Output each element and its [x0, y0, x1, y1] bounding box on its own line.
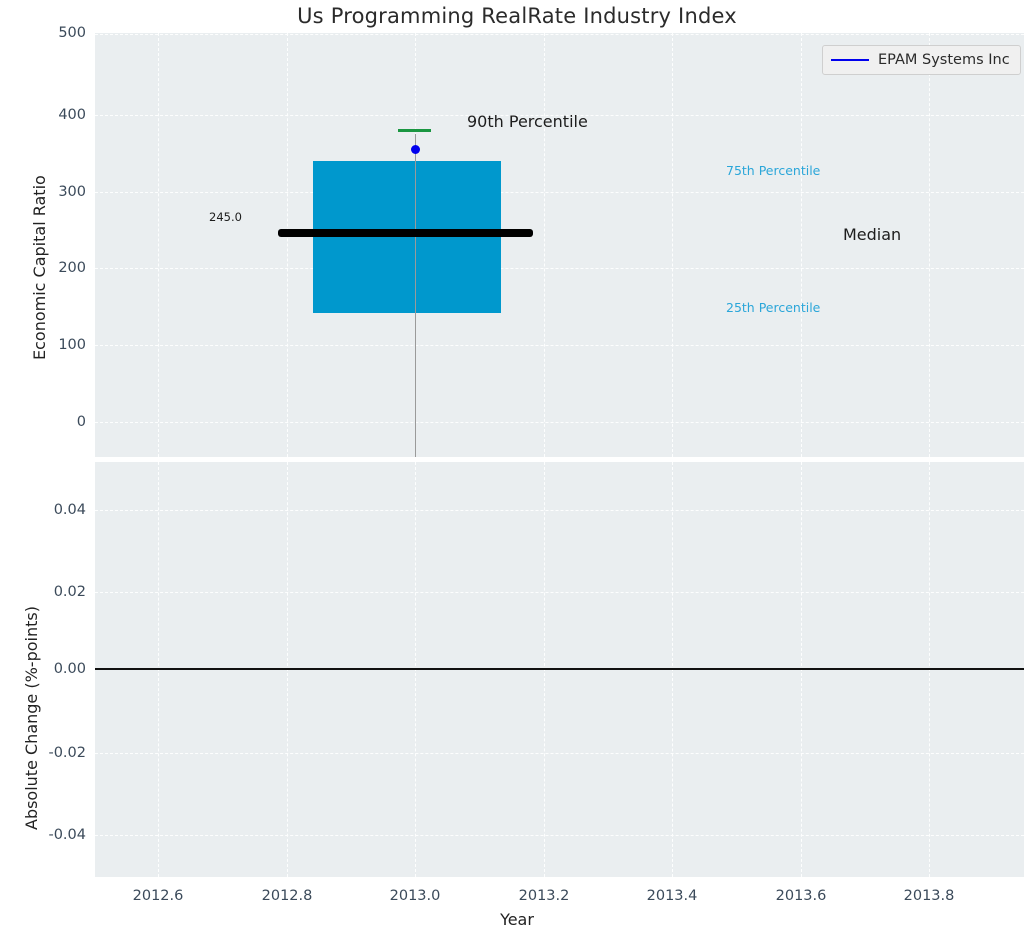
- bottom-plot-panel: [95, 462, 1024, 877]
- ytick-top-500: 500: [58, 25, 86, 41]
- legend[interactable]: EPAM Systems Inc: [822, 45, 1021, 75]
- annotation-p25: 25th Percentile: [726, 300, 821, 315]
- x-axis-title: Year: [500, 910, 534, 929]
- p90-marker: [398, 129, 431, 132]
- gridline-y-100: [95, 345, 1024, 346]
- gridline-y--0.04: [95, 835, 1024, 836]
- gridline-y-500: [95, 34, 1024, 35]
- xtick-2013.0: 2013.0: [389, 888, 441, 904]
- gridline-y-0: [95, 422, 1024, 423]
- gridline-x-2012.6: [158, 33, 159, 457]
- ytick-bottom--0.02: -0.02: [48, 745, 86, 761]
- gridline-x-2013.6: [801, 33, 802, 457]
- xtick-2012.8: 2012.8: [261, 888, 313, 904]
- top-plot-panel: [95, 33, 1024, 457]
- xtick-2013.8: 2013.8: [903, 888, 955, 904]
- xtick-2013.2: 2013.2: [518, 888, 570, 904]
- ytick-top-0: 0: [76, 414, 86, 430]
- gridline-y-300: [95, 192, 1024, 193]
- ytick-bottom-0.04: 0.04: [53, 502, 86, 518]
- ytick-bottom-0.00: 0.00: [53, 661, 86, 677]
- gridline-y--0.02: [95, 753, 1024, 754]
- gridline-y-0.02: [95, 592, 1024, 593]
- gridline-x-2013.8: [929, 33, 930, 457]
- ytick-top-200: 200: [58, 260, 86, 276]
- annotation-p90: 90th Percentile: [467, 112, 588, 131]
- legend-label-epam: EPAM Systems Inc: [878, 52, 1010, 68]
- legend-line-icon: [831, 59, 869, 61]
- ytick-top-400: 400: [58, 107, 86, 123]
- xtick-2013.6: 2013.6: [775, 888, 827, 904]
- page-title: Us Programming RealRate Industry Index: [297, 4, 737, 28]
- gridline-y-400: [95, 115, 1024, 116]
- y-axis-title-top: Economic Capital Ratio: [30, 175, 49, 360]
- xtick-2013.4: 2013.4: [646, 888, 698, 904]
- ytick-top-100: 100: [58, 337, 86, 353]
- company-data-point[interactable]: [411, 145, 420, 154]
- iqr-box: [313, 161, 501, 313]
- gridline-x-2013.4: [672, 33, 673, 457]
- ytick-top-300: 300: [58, 184, 86, 200]
- year-marker-line: [415, 134, 417, 457]
- gridline-x-2012.8: [287, 33, 288, 457]
- gridline-x-2013.2: [544, 33, 545, 457]
- xtick-2012.6: 2012.6: [132, 888, 184, 904]
- ytick-bottom-0.02: 0.02: [53, 584, 86, 600]
- gridline-y-200: [95, 268, 1024, 269]
- annotation-p75: 75th Percentile: [726, 163, 821, 178]
- median-value-label: 245.0: [209, 210, 242, 224]
- y-axis-title-bottom: Absolute Change (%-points): [22, 606, 41, 830]
- ytick-bottom--0.04: -0.04: [48, 827, 86, 843]
- zero-reference-line: [95, 668, 1024, 670]
- gridline-y-0.04: [95, 510, 1024, 511]
- annotation-median: Median: [843, 225, 902, 244]
- median-line: [278, 229, 533, 237]
